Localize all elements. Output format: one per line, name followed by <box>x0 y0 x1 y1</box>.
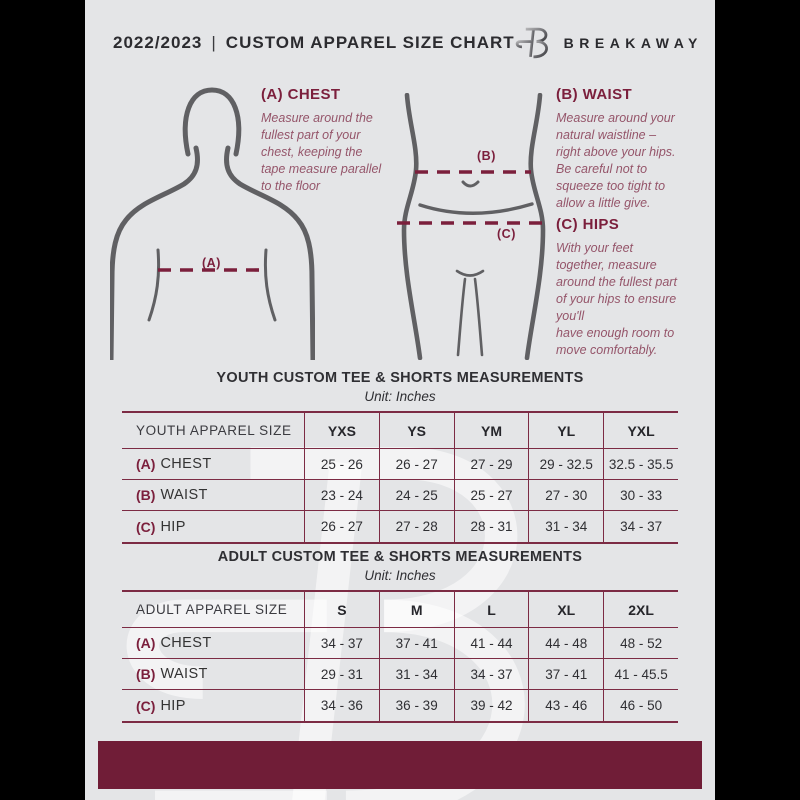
guide-hips: (C) HIPS With your feet together, measur… <box>556 216 706 359</box>
youth-header-ym: YM <box>453 413 529 449</box>
youth-row-hip-label: (C) HIP <box>136 518 186 535</box>
table-cell: 26 - 27 <box>304 511 379 542</box>
table-cell: 41 - 45.5 <box>603 659 678 690</box>
table-cell: 29 - 32.5 <box>528 449 604 480</box>
table-cell: 34 - 37 <box>603 511 678 542</box>
table-cell: 39 - 42 <box>453 690 529 721</box>
table-cell: 34 - 36 <box>304 690 379 721</box>
adult-header-size: ADULT APPAREL SIZE <box>122 592 304 628</box>
guide-waist-body: Measure around your natural waistline – … <box>556 111 676 210</box>
table-cell: 37 - 41 <box>528 659 604 690</box>
adult-table-unit: Unit: Inches <box>364 568 436 583</box>
table-cell: 34 - 37 <box>453 659 529 690</box>
table-cell: 31 - 34 <box>378 659 454 690</box>
table-cell: 43 - 46 <box>528 690 603 721</box>
youth-header-size: YOUTH APPAREL SIZE <box>122 413 304 449</box>
youth-header-ys: YS <box>378 413 454 449</box>
footer-bar <box>98 741 702 789</box>
header-separator: | <box>211 33 217 52</box>
table-cell: 24 - 25 <box>378 480 454 511</box>
table-cell: 26 - 27 <box>378 449 454 480</box>
table-cell: 44 - 48 <box>528 628 604 659</box>
youth-header-yxs: YXS <box>304 413 379 449</box>
adult-table-title: ADULT CUSTOM TEE & SHORTS MEASUREMENTS <box>217 549 583 565</box>
adult-row-chest-label: (A) CHEST <box>122 628 304 659</box>
waist-line-label: (B) <box>477 149 496 163</box>
table-cell: 31 - 34 <box>528 511 603 542</box>
youth-table-title: YOUTH CUSTOM TEE & SHORTS MEASUREMENTS <box>216 370 584 386</box>
adult-header-s: S <box>304 592 379 628</box>
table-cell: 29 - 31 <box>304 659 379 690</box>
table-cell: 25 - 27 <box>453 480 529 511</box>
brand: BREAKAWAY <box>515 24 703 62</box>
adult-header-m: M <box>378 592 454 628</box>
hips-line-label: (C) <box>497 227 516 241</box>
guide-chest: (A) CHEST Measure around the fullest par… <box>261 86 403 195</box>
adult-header-xl: XL <box>528 592 604 628</box>
table-cell: 36 - 39 <box>378 690 454 721</box>
adult-size-table: ADULT APPAREL SIZE S M L XL 2XL (A) CHES… <box>122 590 678 723</box>
torso-chest-diagram <box>110 87 315 360</box>
chest-line-label: (A) <box>202 256 221 270</box>
breakaway-logo-icon <box>515 27 548 59</box>
guide-hips-body: With your feet together, measure around … <box>556 241 677 357</box>
table-cell: 46 - 50 <box>603 690 678 721</box>
adult-header-l: L <box>453 592 529 628</box>
youth-header-yxl: YXL <box>603 413 678 449</box>
guide-hips-heading: (C) HIPS <box>556 216 620 233</box>
guide-waist: (B) WAIST Measure around your natural wa… <box>556 86 700 212</box>
table-cell: 27 - 28 <box>378 511 454 542</box>
adult-header-2xl: 2XL <box>603 592 678 628</box>
table-cell: 32.5 - 35.5 <box>603 449 678 480</box>
table-cell: 37 - 41 <box>378 628 454 659</box>
table-cell: 30 - 33 <box>603 480 678 511</box>
table-cell: 27 - 29 <box>453 449 529 480</box>
brand-name: BREAKAWAY <box>563 35 703 51</box>
size-chart-flyer: 2022/2023 | CUSTOM APPAREL SIZE CHART <box>85 0 715 800</box>
header: 2022/2023 | CUSTOM APPAREL SIZE CHART <box>113 22 697 64</box>
table-cell: 48 - 52 <box>603 628 678 659</box>
youth-row-waist-label: (B) WAIST <box>122 480 304 511</box>
table-cell: 34 - 37 <box>304 628 379 659</box>
table-cell: 41 - 44 <box>453 628 529 659</box>
guide-chest-heading: (A) CHEST <box>261 86 341 103</box>
youth-row-chest-label: (A) CHEST <box>122 449 304 480</box>
guide-chest-body: Measure around the fullest part of your … <box>261 111 382 193</box>
table-cell: 25 - 26 <box>304 449 379 480</box>
adult-row-waist-label: (B) WAIST <box>122 659 304 690</box>
youth-header-yl: YL <box>528 413 604 449</box>
table-cell: 28 - 31 <box>453 511 529 542</box>
header-title: 2022/2023 | CUSTOM APPAREL SIZE CHART <box>113 33 515 53</box>
header-year: 2022/2023 <box>113 33 203 52</box>
guide-waist-heading: (B) WAIST <box>556 86 633 103</box>
youth-table-unit: Unit: Inches <box>364 389 436 404</box>
waist-hips-diagram <box>397 93 546 360</box>
header-chart-title: CUSTOM APPAREL SIZE CHART <box>225 33 515 52</box>
youth-size-table: YOUTH APPAREL SIZE YXS YS YM YL YXL (A) … <box>122 411 678 544</box>
table-cell: 27 - 30 <box>528 480 604 511</box>
adult-row-hip-label: (C) HIP <box>136 697 186 714</box>
table-cell: 23 - 24 <box>304 480 379 511</box>
